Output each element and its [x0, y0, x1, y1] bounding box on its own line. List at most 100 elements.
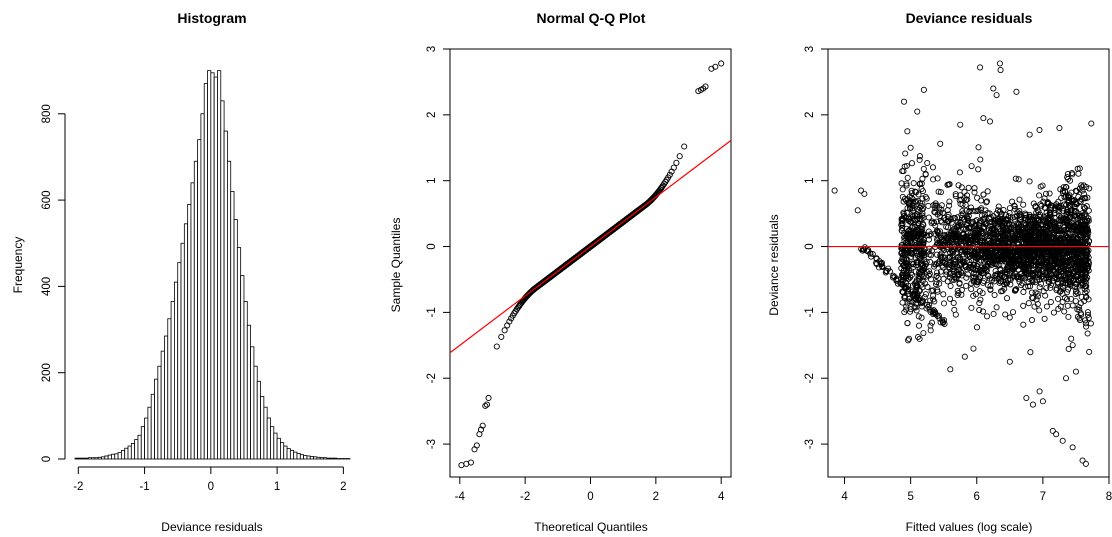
residuals-point — [914, 333, 922, 341]
residuals-point — [1012, 229, 1019, 236]
residuals-point — [1028, 228, 1035, 235]
residuals-point — [1085, 314, 1092, 322]
residuals-point — [967, 264, 974, 271]
residuals-outlier-point — [977, 64, 984, 71]
residuals-point — [945, 211, 952, 218]
residuals-point — [918, 314, 925, 321]
residuals-point — [1006, 314, 1013, 321]
residuals-point — [1065, 345, 1072, 353]
qq-plot-x-tick-label: 2 — [653, 491, 659, 503]
residuals-point — [919, 175, 926, 182]
residuals-point — [920, 239, 927, 246]
residuals-point — [980, 258, 987, 265]
qq-plot-panel: Normal Q-Q Plot -4 -2 0 2 4 -3 -2 -1 0 1 2 3 Theore… — [389, 10, 732, 534]
residuals-outlier-point — [1056, 124, 1063, 132]
residuals-point — [1073, 288, 1080, 295]
residuals-point — [941, 247, 948, 254]
residuals-point — [923, 273, 930, 280]
residuals-point — [975, 144, 982, 151]
histogram-bar — [293, 451, 298, 460]
residuals-point — [1016, 210, 1023, 217]
residuals-point — [927, 276, 935, 283]
residuals-point — [993, 304, 1000, 311]
residuals-point — [922, 171, 929, 178]
residuals-point — [997, 266, 1004, 273]
residuals-point — [1028, 289, 1035, 296]
residuals-point — [927, 252, 935, 259]
residuals-point — [1081, 286, 1088, 293]
residuals-point — [1042, 190, 1050, 197]
residuals-outlier-point — [1059, 437, 1066, 444]
residuals-point — [934, 229, 941, 236]
residuals-point — [1079, 251, 1086, 258]
residuals-outlier-point — [907, 144, 914, 151]
histogram-bar — [280, 442, 285, 460]
residuals-point — [958, 184, 965, 191]
residuals-point — [916, 256, 923, 263]
residuals-outlier-point — [1039, 398, 1046, 405]
residuals-point — [1022, 239, 1029, 246]
residuals-point — [936, 280, 943, 287]
residuals-outlier-point — [1029, 401, 1036, 408]
residuals-point — [1061, 308, 1068, 315]
residuals-outlier-point — [986, 118, 994, 125]
residuals-point — [977, 296, 984, 303]
residuals-point — [1075, 304, 1082, 311]
residuals-point — [962, 201, 969, 208]
qq-plot-tail-point — [712, 63, 719, 70]
residuals-point — [1036, 226, 1043, 233]
residuals-point — [991, 260, 998, 267]
qq-plot-point — [666, 171, 673, 178]
residuals-point — [901, 309, 908, 316]
residuals-point — [902, 256, 910, 263]
residuals-point — [1020, 302, 1027, 309]
histogram-bar — [117, 452, 122, 460]
residuals-point — [956, 169, 963, 176]
residuals-point — [1027, 349, 1034, 356]
histogram-bar — [253, 365, 258, 460]
residuals-boundary-point — [925, 303, 932, 310]
residuals-point — [921, 294, 928, 301]
residuals-point — [964, 216, 971, 223]
residuals-point — [958, 286, 965, 294]
residuals-point — [975, 207, 982, 214]
histogram-bar — [177, 262, 182, 460]
residuals-point — [932, 261, 940, 268]
residuals-point — [899, 186, 906, 193]
residuals-point — [980, 278, 988, 285]
qq-plot-x-tick-label: 0 — [587, 491, 593, 503]
residuals-point — [1006, 209, 1013, 217]
residuals-panel: Deviance residuals 4 5 6 7 8 -3 -2 -1 0 1 2 3 Fitte… — [767, 10, 1112, 534]
residuals-point — [1051, 219, 1058, 226]
residuals-point — [1085, 207, 1092, 214]
residuals-point — [1005, 213, 1012, 220]
histogram-bar — [124, 447, 129, 460]
histogram-x-label: Deviance residuals — [161, 520, 262, 534]
residuals-x-tick-label: 6 — [974, 491, 980, 503]
qq-plot-point — [506, 318, 513, 325]
residuals-point — [1077, 199, 1084, 206]
residuals-point — [1065, 313, 1072, 320]
qq-plot-point — [498, 333, 505, 340]
residuals-outlier-point — [831, 187, 838, 194]
histogram-bar — [107, 454, 112, 460]
residuals-point — [1025, 300, 1032, 307]
histogram-x-tick-label: -1 — [139, 481, 149, 493]
qq-plot-tail-point — [479, 422, 486, 429]
residuals-x-tick-label: 8 — [1106, 491, 1112, 503]
residuals-point — [1028, 316, 1036, 324]
histogram-bar — [309, 456, 314, 460]
residuals-point — [916, 335, 923, 342]
residuals-outlier-point — [927, 322, 934, 329]
residuals-point — [946, 198, 953, 205]
residuals-point — [929, 164, 937, 171]
residuals-point — [1040, 288, 1047, 295]
histogram-bar — [170, 301, 175, 460]
residuals-point — [950, 266, 957, 273]
qq-plot-point — [673, 159, 680, 166]
residuals-point — [994, 262, 1001, 269]
residuals-point — [1034, 222, 1041, 229]
residuals-point — [1045, 216, 1052, 224]
residuals-point — [1054, 295, 1062, 302]
residuals-point — [1018, 282, 1025, 289]
